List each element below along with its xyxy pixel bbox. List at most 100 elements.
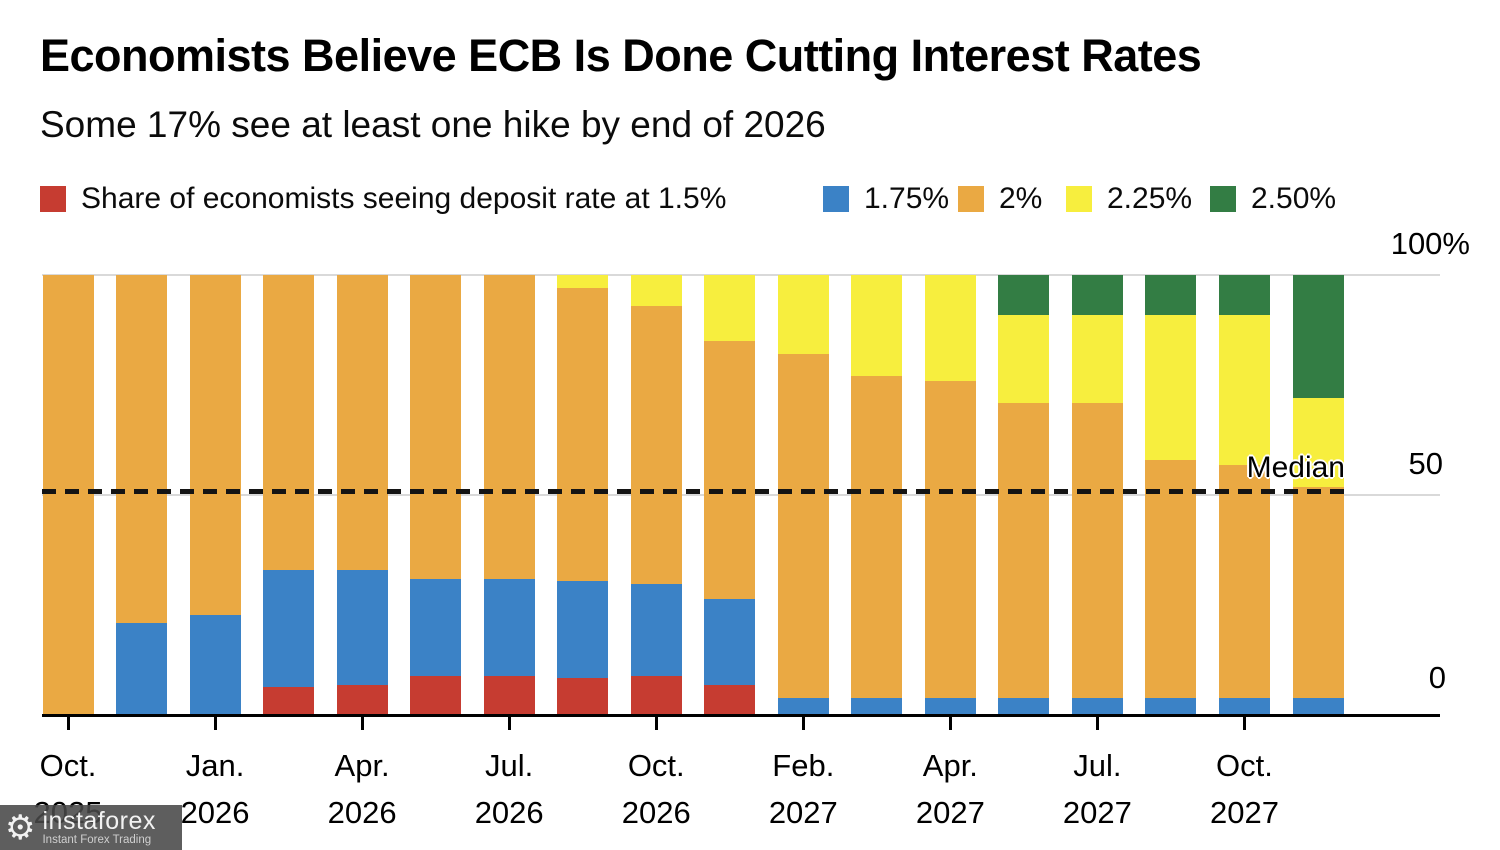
bar [704,275,756,716]
bar-segment [483,676,535,716]
legend-item-2-25pct: 2.25% [1066,182,1192,216]
bar-segment [263,687,315,716]
x-axis-tick [1095,717,1099,730]
x-axis-label: Apr. 2026 [327,748,397,830]
bar-segment [263,275,315,571]
bar-segment [998,314,1050,403]
legend-swatch-2pct [958,186,984,212]
bar-segment [116,275,168,624]
bar-segment [1145,314,1197,461]
x-axis-tick [507,717,511,730]
bar-segment [998,698,1050,716]
y-axis-label-50: 50 [1408,446,1443,481]
bar-segment [42,275,94,716]
bar-segment [336,685,388,716]
watermark-tagline: Instant Forex Trading [42,833,152,846]
bar-segment [1218,275,1270,315]
bar-segment [557,275,609,289]
bar-segment [410,676,462,716]
bar [263,275,315,716]
x-axis-label: Oct. 2026 [621,748,691,830]
legend-item-1-5pct: Share of economists seeing deposit rate … [40,182,726,216]
bar [630,275,682,716]
x-axis-tick [654,717,658,730]
bar-segment [189,614,241,716]
x-axis-label: Jul. 2026 [474,748,544,830]
bar [998,275,1050,716]
bar [1292,275,1344,716]
bar [189,275,241,716]
x-axis-label: Oct. 2027 [1209,748,1279,830]
bar-segment [336,570,388,686]
bar [1218,275,1270,716]
legend-item-1-75pct: 1.75% [823,182,949,216]
legend-item-2pct: 2% [958,182,1042,216]
bar [1071,275,1123,716]
bar-segment [1292,275,1344,399]
legend-swatch-1-5pct [40,186,66,212]
bar-segment [1218,464,1270,699]
bar-segment [483,275,535,580]
bar-segment [1071,314,1123,403]
legend-label: 2.50% [1251,182,1337,215]
x-axis-tick [1242,717,1246,730]
bar-segment [704,599,756,686]
bar [557,275,609,716]
instaforex-watermark: ⚙ instaforex Instant Forex Trading [0,805,182,850]
bar-segment [851,275,903,377]
bar-segment [777,698,829,716]
bar-segment [483,579,535,677]
legend-item-2-50pct: 2.50% [1210,182,1336,216]
bar-segment [1292,698,1344,716]
bar-segment [1292,398,1344,487]
bar-segment [777,275,829,355]
legend-label: 2% [999,182,1043,215]
bar-segment [777,354,829,699]
bar-segment [924,380,976,699]
gear-logo-icon: ⚙ [5,808,36,847]
legend-swatch-2-50pct [1210,186,1236,212]
watermark-name: instaforex [42,806,156,835]
x-axis-label: Jul. 2027 [1062,748,1132,830]
bar-segment [704,275,756,342]
bar-segment [557,581,609,679]
x-axis-tick [801,717,805,730]
median-label: Median [1246,451,1345,484]
bar-segment [410,579,462,677]
legend-label: 1.75% [864,182,950,215]
bar [410,275,462,716]
bar-segment [630,305,682,584]
legend-swatch-1-75pct [823,186,849,212]
bar-segment [704,341,756,600]
legend-label: Share of economists seeing deposit rate … [81,182,727,215]
x-axis-line [42,714,1440,717]
bar-segment [851,376,903,699]
bar-segment [924,275,976,381]
bar-segment [1145,275,1197,315]
bar-segment [924,698,976,716]
x-axis-label: Feb. 2027 [768,748,838,830]
bar-segment [263,570,315,688]
bar-segment [630,676,682,716]
bar-segment [851,698,903,716]
legend-swatch-2-25pct [1066,186,1092,212]
bar-segment [1292,486,1344,699]
y-axis-label-0: 0 [1428,660,1446,695]
legend-label: 2.25% [1107,182,1193,215]
x-axis-tick [360,717,364,730]
bar [116,275,168,716]
x-axis-label: Jan. 2026 [180,748,250,830]
bar [851,275,903,716]
bar-segment [410,275,462,580]
chart-title: Economists Believe ECB Is Done Cutting I… [40,30,1202,81]
bar-segment [704,685,756,716]
bar-segment [189,275,241,615]
bar-segment [1218,698,1270,716]
bar-segment [1071,275,1123,315]
bar-segment [1145,460,1197,699]
x-axis-tick [213,717,217,730]
bar-segment [630,583,682,677]
bar-segment [336,275,388,571]
bar-segment [998,402,1050,699]
median-line [42,489,1345,494]
